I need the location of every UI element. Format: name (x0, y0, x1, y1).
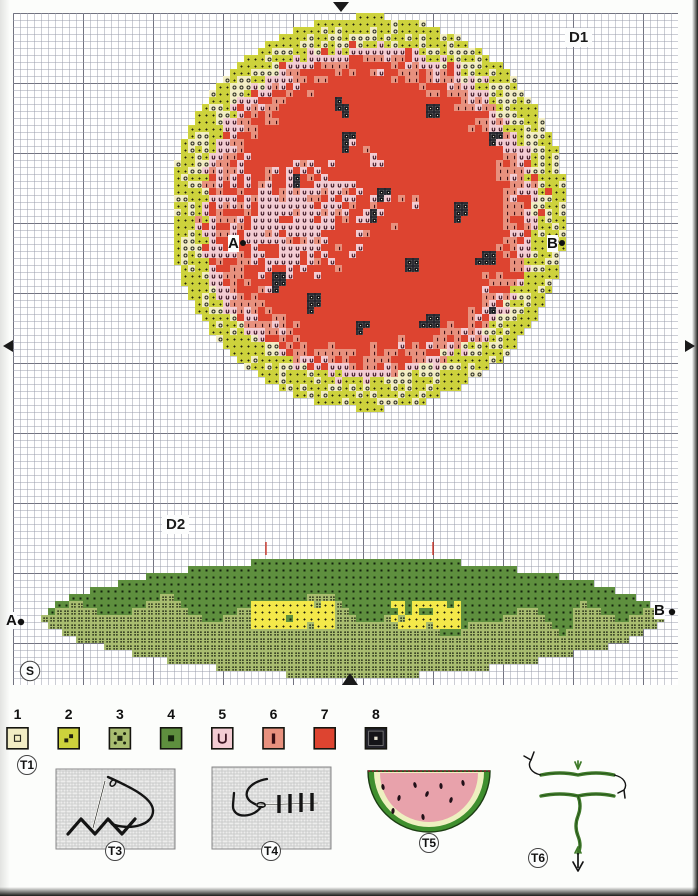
svg-text:T5: T5 (422, 836, 436, 850)
svg-text:T1: T1 (20, 758, 34, 772)
svg-text:T3: T3 (108, 844, 122, 858)
svg-text:S: S (26, 664, 34, 678)
svg-text:T4: T4 (264, 844, 278, 858)
svg-text:T6: T6 (531, 851, 545, 865)
